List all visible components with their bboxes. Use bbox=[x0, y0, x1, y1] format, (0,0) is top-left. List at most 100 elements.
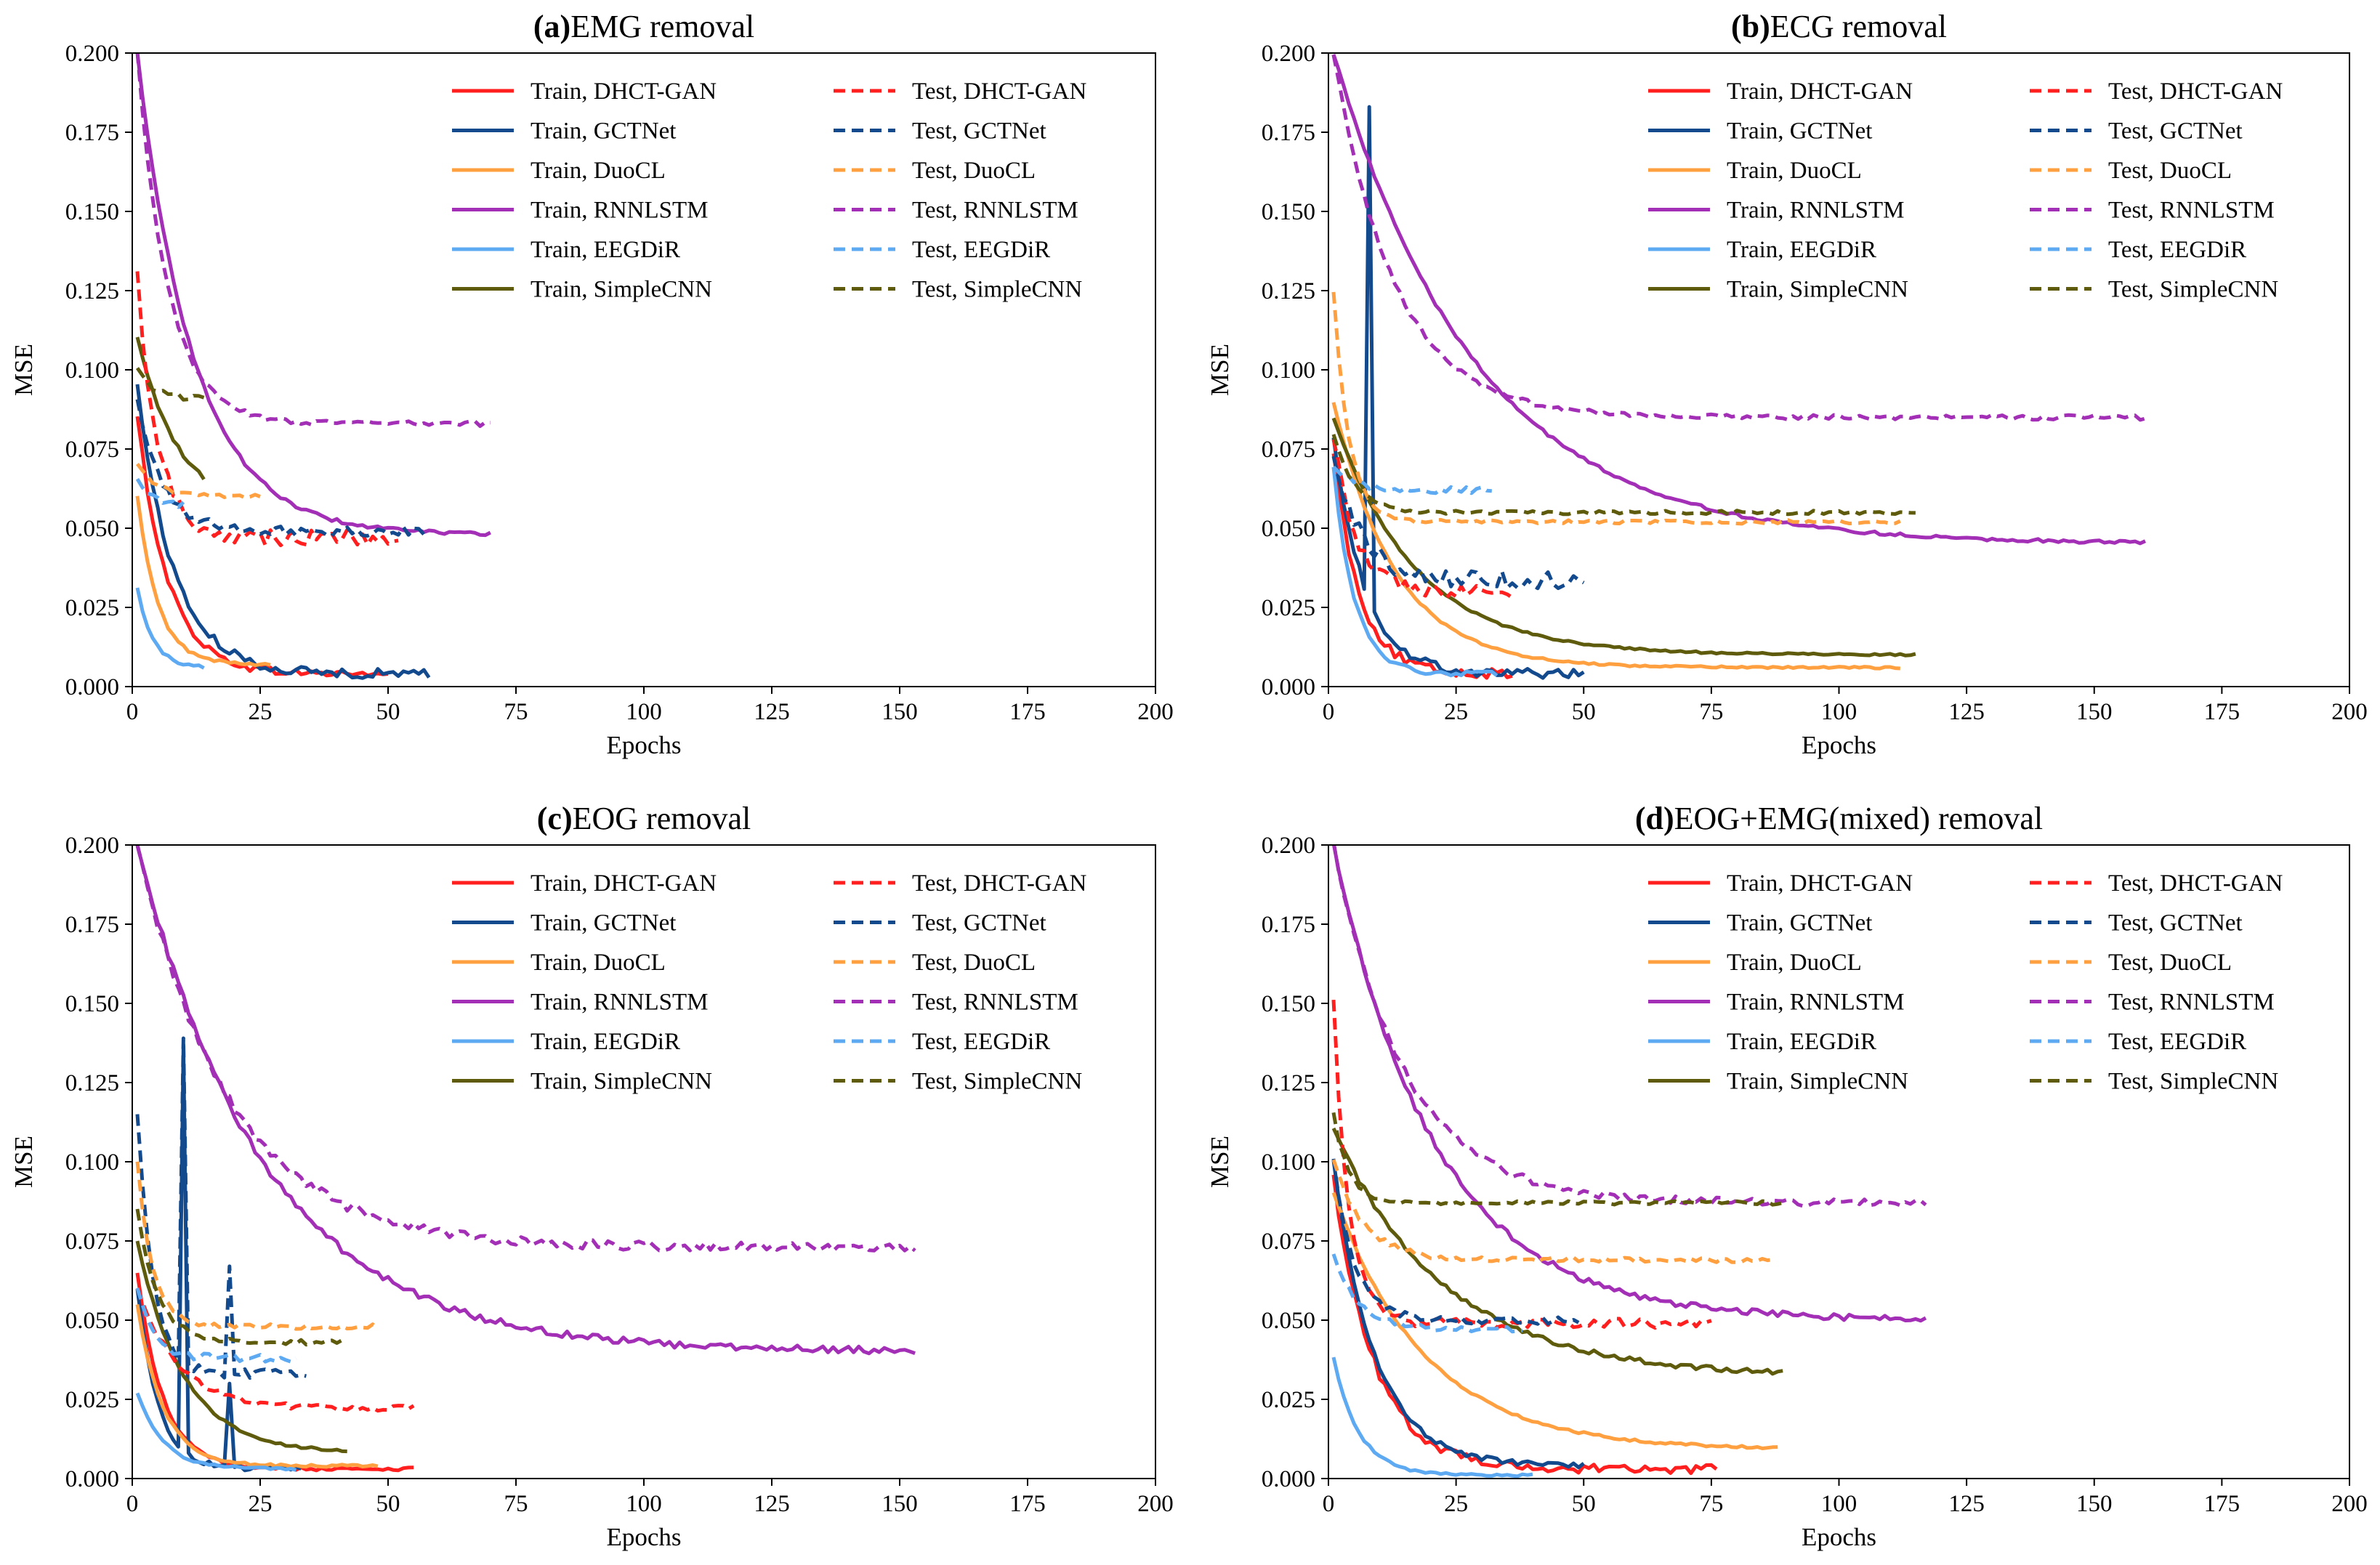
legend-entry: Test, SimpleCNN bbox=[2108, 1069, 2278, 1095]
series-line-test-gctnet bbox=[135, 399, 430, 538]
legend-entry: Test, RNNLSTM bbox=[2108, 990, 2275, 1016]
legend-entry: Test, SimpleCNN bbox=[912, 1069, 1082, 1095]
series-line-train-duocl bbox=[135, 496, 271, 668]
series-line-test-simplecnn bbox=[1331, 434, 1916, 517]
legend-entry: Train, RNNLSTM bbox=[1727, 990, 1905, 1016]
x-tick-label: 175 bbox=[2204, 699, 2240, 725]
y-tick-label: 0.050 bbox=[65, 516, 119, 542]
series-line-test-duocl bbox=[136, 462, 261, 500]
x-tick-label: 25 bbox=[249, 1491, 273, 1517]
y-tick-label: 0.050 bbox=[65, 1308, 119, 1334]
y-tick-label: 0.175 bbox=[65, 120, 119, 146]
series-line-test-gctnet bbox=[135, 1036, 307, 1380]
series-line-train-eegdir bbox=[135, 587, 205, 670]
y-tick-label: 0.125 bbox=[1262, 1070, 1315, 1096]
series-line-train-duocl bbox=[1331, 1192, 1778, 1450]
y-tick-label: 0.025 bbox=[1262, 595, 1315, 621]
y-tick-label: 0.175 bbox=[1262, 912, 1315, 938]
chart-title: (a)EMG removal bbox=[533, 9, 754, 44]
x-tick-label: 0 bbox=[1323, 1491, 1335, 1517]
y-axis-label: MSE bbox=[9, 344, 38, 396]
legend-entry: Train, GCTNet bbox=[531, 910, 676, 937]
x-tick-label: 50 bbox=[376, 1491, 400, 1517]
legend-entry: Train, EEGDiR bbox=[1727, 237, 1876, 263]
series-line-train-eegdir bbox=[135, 1392, 297, 1472]
y-tick-label: 0.075 bbox=[65, 437, 119, 463]
x-tick-label: 50 bbox=[376, 699, 400, 725]
x-tick-label: 150 bbox=[2076, 1491, 2113, 1517]
series-line-train-eegdir bbox=[1331, 466, 1498, 678]
x-tick-label: 125 bbox=[754, 1491, 790, 1517]
legend-entry: Train, RNNLSTM bbox=[531, 198, 709, 224]
x-axis-label: Epochs bbox=[606, 1523, 681, 1551]
series-line-test-dhct-gan bbox=[1331, 439, 1514, 601]
legend: Train, DHCT-GAN Train, GCTNet Train, DuoCL… bbox=[1648, 870, 2283, 1095]
series-line-train-rnnlstm bbox=[1331, 54, 2147, 546]
legend-entry: Test, GCTNet bbox=[2108, 910, 2243, 937]
legend-entry: Test, EEGDiR bbox=[2108, 237, 2246, 263]
y-tick-label: 0.150 bbox=[1262, 199, 1315, 225]
series-line-test-dhct-gan bbox=[135, 1287, 415, 1413]
chart-panel-d: (d)EOG+EMG(mixed) removal 0 25 50 75 100 125 15… bbox=[1206, 801, 2368, 1551]
legend-entry: Train, DHCT-GAN bbox=[1727, 78, 1913, 105]
y-tick-label: 0.200 bbox=[1262, 833, 1315, 859]
x-tick-label: 100 bbox=[1821, 699, 1857, 725]
x-tick-label: 100 bbox=[1821, 1491, 1857, 1517]
x-tick-label: 175 bbox=[1009, 699, 1046, 725]
legend-entry: Test, DuoCL bbox=[912, 950, 1036, 976]
series-line-train-simplecnn bbox=[1331, 417, 1916, 658]
y-tick-label: 0.000 bbox=[65, 674, 119, 700]
series-line-train-rnnlstm bbox=[135, 845, 916, 1356]
y-tick-label: 0.100 bbox=[65, 357, 119, 384]
legend-entry: Train, RNNLSTM bbox=[1727, 198, 1905, 224]
legend-entry: Test, DuoCL bbox=[2108, 950, 2232, 976]
chart-title-text: EOG+EMG(mixed) removal bbox=[1674, 801, 2043, 836]
series-line-test-duocl bbox=[1331, 291, 1901, 526]
series-line-test-rnnlstm bbox=[135, 845, 916, 1253]
y-tick-label: 0.175 bbox=[1262, 120, 1315, 146]
legend-entry: Train, DHCT-GAN bbox=[531, 870, 717, 897]
x-tick-label: 100 bbox=[626, 699, 662, 725]
series-line-train-dhct-gan bbox=[1331, 1174, 1718, 1476]
series-line-train-rnnlstm bbox=[135, 53, 491, 538]
chart-title: (c)EOG removal bbox=[537, 801, 751, 836]
y-tick-label: 0.125 bbox=[65, 1070, 119, 1096]
series-line-train-gctnet bbox=[1331, 105, 1585, 680]
x-tick-label: 150 bbox=[882, 699, 918, 725]
legend-entry: Train, GCTNet bbox=[1727, 118, 1872, 145]
x-tick-label: 25 bbox=[1444, 699, 1468, 725]
chart-panel-b: (b)ECG removal 0 25 50 75 100 125 150 175 200 0.00… bbox=[1206, 9, 2368, 759]
chart-title-label: (a) bbox=[533, 9, 570, 44]
x-tick-label: 25 bbox=[249, 699, 273, 725]
chart-title-label: (b) bbox=[1731, 9, 1770, 44]
series-line-train-duocl bbox=[1331, 402, 1900, 671]
legend-entry: Test, RNNLSTM bbox=[912, 198, 1078, 224]
legend-entry: Train, EEGDiR bbox=[531, 1029, 680, 1055]
series-line-test-eegdir bbox=[135, 1287, 297, 1364]
series-line-train-simplecnn bbox=[1331, 1127, 1783, 1376]
chart-panel-c: (c)EOG removal 0 25 50 75 100 125 150 175 200 0.00… bbox=[9, 801, 1174, 1551]
plot-frame bbox=[1328, 844, 2350, 1479]
legend-entry: Test, SimpleCNN bbox=[2108, 277, 2278, 303]
legend: Train, DHCT-GAN Train, GCTNet Train, DuoCL… bbox=[452, 78, 1086, 303]
series-line-test-rnnlstm bbox=[135, 53, 491, 428]
series-line-train-gctnet bbox=[135, 384, 431, 680]
y-tick-label: 0.025 bbox=[65, 595, 119, 621]
legend-entry: Test, DHCT-GAN bbox=[912, 78, 1086, 105]
y-tick-label: 0.075 bbox=[1262, 1229, 1315, 1255]
y-tick-label: 0.100 bbox=[1262, 1149, 1315, 1176]
legend-entry: Train, EEGDiR bbox=[1727, 1029, 1876, 1055]
y-tick-label: 0.050 bbox=[1262, 516, 1315, 542]
y-tick-label: 0.050 bbox=[1262, 1308, 1315, 1334]
series-lines bbox=[135, 845, 916, 1473]
x-axis-label: Epochs bbox=[606, 731, 681, 759]
x-tick-label: 50 bbox=[1572, 699, 1596, 725]
chart-title: (d)EOG+EMG(mixed) removal bbox=[1635, 801, 2043, 836]
legend-entry: Test, GCTNet bbox=[912, 118, 1046, 145]
x-tick-label: 175 bbox=[1009, 1491, 1046, 1517]
legend-entry: Test, EEGDiR bbox=[912, 1029, 1050, 1055]
x-tick-label: 75 bbox=[1699, 1491, 1723, 1517]
x-tick-label: 25 bbox=[1444, 1491, 1468, 1517]
series-line-test-simplecnn bbox=[135, 367, 205, 402]
